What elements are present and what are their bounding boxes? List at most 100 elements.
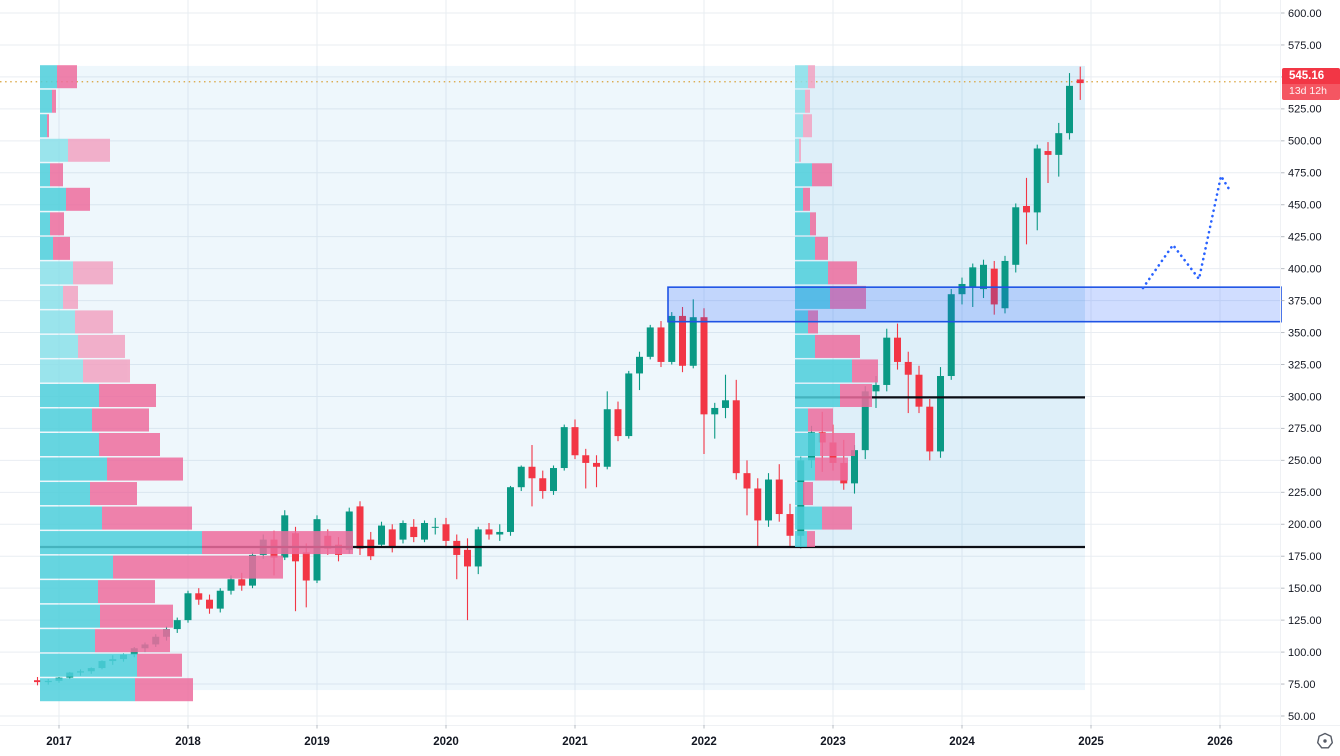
- vp-sell-bar: [815, 457, 848, 481]
- price-tick-label: 200.00: [1288, 519, 1322, 531]
- price-tick-label: 425.00: [1288, 231, 1322, 243]
- candle-body: [915, 374, 923, 407]
- vp-sell-bar: [852, 359, 878, 383]
- vp-sell-bar: [815, 334, 860, 358]
- candle-body: [765, 479, 772, 521]
- vp-buy-bar: [40, 531, 202, 555]
- price-tick-label: 225.00: [1288, 487, 1322, 499]
- candle-body: [958, 283, 966, 295]
- vp-sell-bar: [137, 653, 182, 677]
- price-tick-label: 500.00: [1288, 136, 1322, 148]
- vp-sell-bar: [100, 604, 173, 628]
- vp-buy-bar: [40, 383, 99, 407]
- supply-zone-rect[interactable]: [667, 286, 1282, 323]
- price-label: 545.16 13d 12h: [1282, 67, 1340, 100]
- vp-sell-bar: [820, 433, 855, 457]
- candle-body: [399, 522, 407, 540]
- vp-buy-bar: [40, 457, 107, 481]
- vp-buy-bar: [40, 653, 137, 677]
- candle-body: [206, 599, 213, 609]
- vp-buy-bar: [795, 261, 828, 285]
- price-tick-label: 375.00: [1288, 295, 1322, 307]
- candle-body: [786, 514, 794, 536]
- year-label: 2019: [304, 736, 330, 748]
- candle-body: [1044, 151, 1052, 155]
- vp-sell-bar: [803, 187, 810, 211]
- vp-sell-bar: [135, 678, 193, 702]
- candle-body: [227, 579, 235, 591]
- candle-body: [743, 473, 751, 489]
- vp-buy-bar: [40, 310, 75, 334]
- price-tick-label: 175.00: [1288, 551, 1322, 563]
- candle-body: [668, 315, 676, 362]
- candle-body: [722, 400, 729, 408]
- vp-buy-bar: [795, 89, 805, 113]
- candle-body: [1033, 148, 1041, 213]
- vp-sell-bar: [822, 506, 852, 530]
- vp-buy-bar: [795, 114, 803, 138]
- candle-body: [711, 407, 719, 415]
- candle-body: [431, 526, 439, 528]
- vp-buy-bar: [795, 236, 815, 260]
- candle-body: [173, 620, 181, 630]
- vp-sell-bar: [90, 482, 137, 506]
- chart-settings-icon[interactable]: [1316, 732, 1334, 749]
- vp-sell-bar: [803, 114, 812, 138]
- grid-lines: [0, 0, 1281, 725]
- price-tick-label: 150.00: [1288, 583, 1322, 595]
- vp-sell-bar: [47, 114, 49, 138]
- price-tick-label: 300.00: [1288, 391, 1322, 403]
- volume-profile-left: [40, 65, 353, 702]
- vp-buy-bar: [795, 359, 852, 383]
- vp-sell-bar: [107, 457, 183, 481]
- vp-buy-bar: [40, 163, 50, 187]
- vp-sell-bar: [95, 629, 170, 653]
- candle-body: [689, 317, 697, 366]
- vp-buy-bar: [795, 482, 803, 506]
- price-label-countdown: 13d 12h: [1282, 83, 1340, 100]
- candle-body: [851, 450, 858, 484]
- candle-body: [378, 525, 385, 545]
- vp-sell-bar: [99, 383, 156, 407]
- vp-buy-bar: [40, 334, 78, 358]
- vp-buy-bar: [40, 506, 102, 530]
- time-axis[interactable]: 2017 2018 2019 2020 2021 2022 2023 2024 2025 2026: [46, 725, 1233, 748]
- candle-body: [238, 579, 246, 586]
- price-tick-label: 75.00: [1288, 679, 1316, 691]
- price-tick-label: 125.00: [1288, 615, 1322, 627]
- vp-buy-bar: [795, 334, 815, 358]
- price-axis[interactable]: 600.00575.00550.00525.00500.00475.00450.…: [1281, 8, 1322, 723]
- candle-body: [872, 384, 880, 392]
- vp-buy-bar: [795, 531, 807, 547]
- vp-sell-bar: [113, 555, 283, 579]
- year-label: 2020: [433, 736, 459, 748]
- candle-body: [1023, 206, 1030, 213]
- candle-body: [442, 524, 450, 541]
- candle-body: [560, 427, 568, 469]
- candle-body: [571, 427, 579, 456]
- candle-body: [1055, 133, 1063, 155]
- year-label: 2022: [691, 736, 717, 748]
- price-tick-label: 50.00: [1288, 711, 1316, 723]
- vp-sell-bar: [799, 138, 801, 162]
- price-tick-label: 325.00: [1288, 359, 1322, 371]
- candle-body: [732, 400, 740, 474]
- candle-body: [894, 337, 901, 362]
- vp-sell-bar: [808, 408, 833, 432]
- projection-arrow[interactable]: [1141, 172, 1231, 290]
- vp-buy-bar: [40, 629, 95, 653]
- candle-body: [528, 466, 536, 479]
- vp-sell-bar: [68, 138, 110, 162]
- candle-body: [302, 552, 310, 581]
- vp-buy-bar: [40, 359, 83, 383]
- candle-body: [539, 478, 547, 492]
- vp-sell-bar: [803, 482, 813, 506]
- vp-buy-bar: [40, 236, 53, 260]
- vp-sell-bar: [50, 212, 64, 236]
- vp-sell-bar: [57, 65, 77, 89]
- candle-body: [646, 327, 654, 357]
- candle-body: [345, 511, 353, 550]
- candle-body: [937, 376, 944, 452]
